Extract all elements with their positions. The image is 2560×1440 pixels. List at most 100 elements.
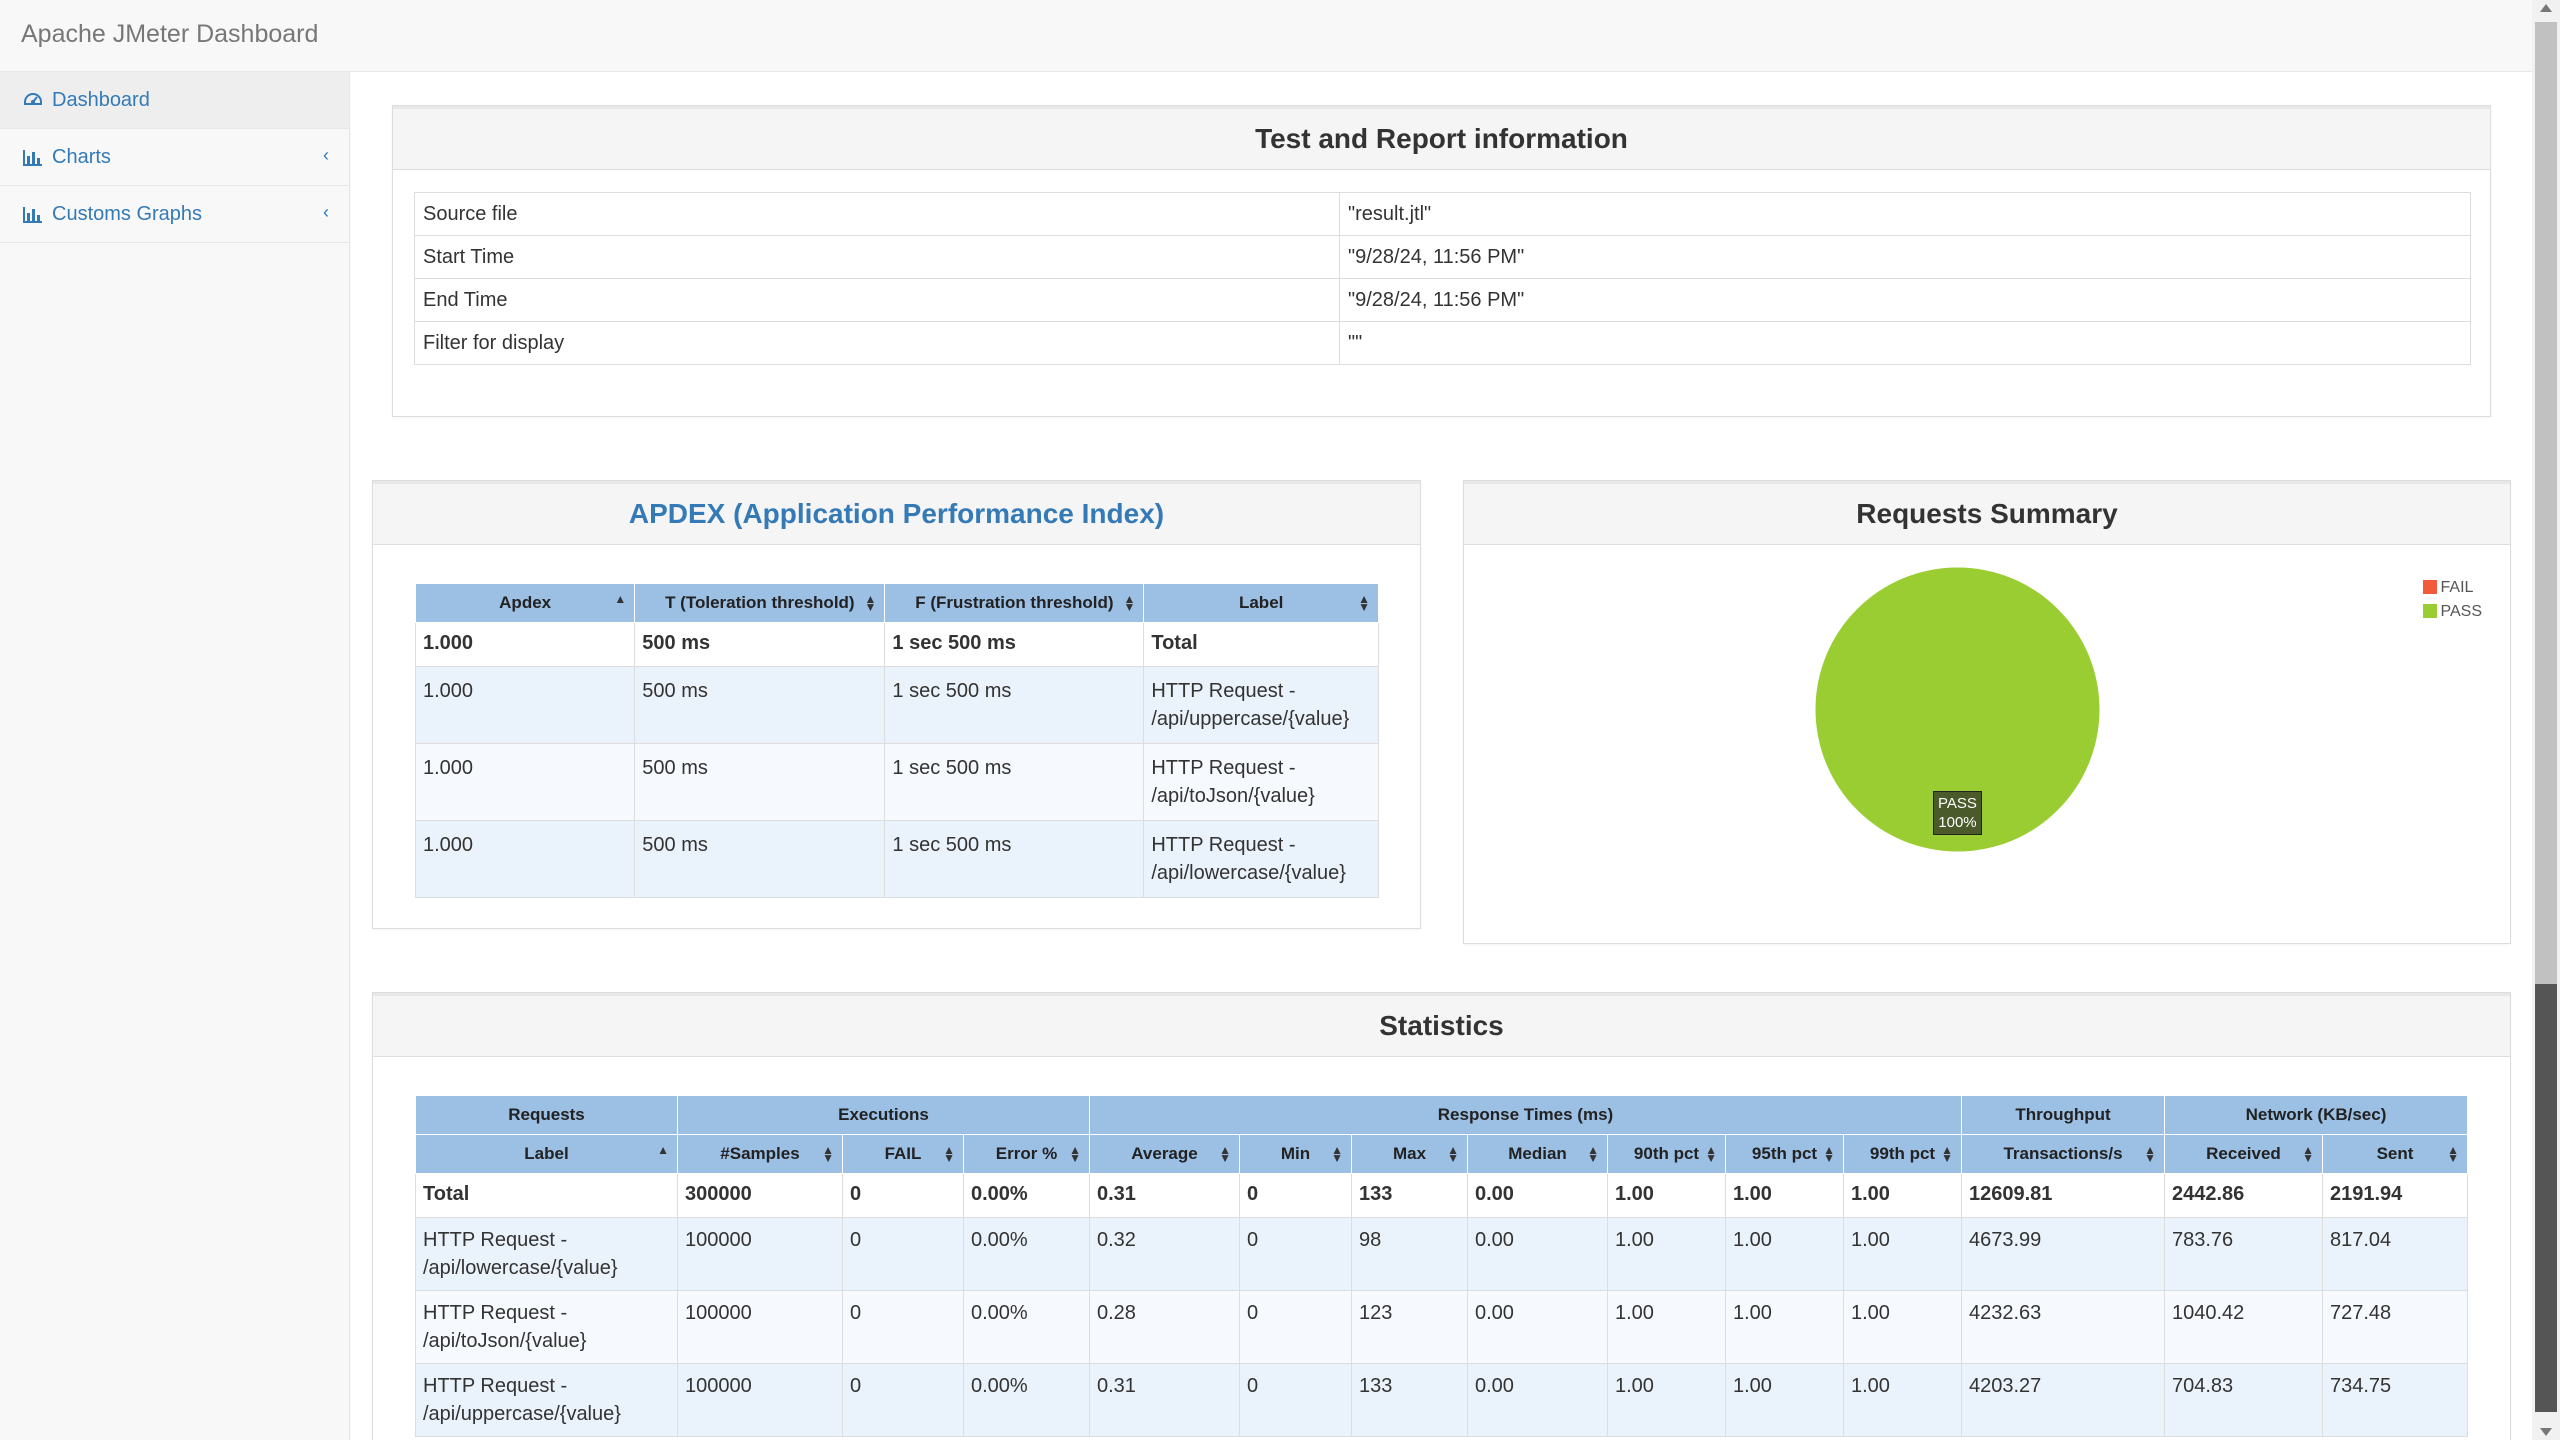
legend-swatch-fail (2422, 580, 2437, 594)
info-value: "9/28/24, 11:56 PM" (1339, 278, 2471, 322)
sort-icon: ▲ ▼ (2144, 1143, 2156, 1165)
apdex-header-f[interactable]: F (Frustration threshold) ▲ ▼ (884, 583, 1145, 623)
sort-asc-icon: ▲ (657, 1143, 669, 1157)
stats-header-sent[interactable]: Sent ▲ ▼ (2322, 1134, 2468, 1174)
stats-header-min[interactable]: Min ▲ ▼ (1239, 1134, 1352, 1174)
apdex-header-label[interactable]: Label ▲ ▼ (1143, 583, 1379, 623)
sort-icon: ▲ ▼ (943, 1143, 955, 1165)
stats-row: HTTP Request - /api/lowercase/{value} 100… (415, 1217, 2468, 1291)
sort-icon: ▲ ▼ (1823, 1143, 1835, 1165)
bar-chart-icon (22, 147, 44, 167)
pie-legend: FAIL PASS (2422, 576, 2483, 624)
apdex-table: Apdex ▲ T (Toleration threshold) ▲ ▼ F (Fru… (414, 583, 1379, 898)
apdex-cell: 500 ms (634, 743, 886, 821)
info-value: "9/28/24, 11:56 PM" (1339, 235, 2471, 279)
stats-cell: 0 (1239, 1173, 1352, 1218)
pie-slice-pass[interactable] (1815, 567, 2100, 852)
stats-header-95th-pct[interactable]: 95th pct ▲ ▼ (1725, 1134, 1844, 1174)
apdex-cell: HTTP Request - /api/toJson/{value} (1143, 743, 1379, 821)
apdex-row: 1.000 500 ms 1 sec 500 ms HTTP Request - /a… (414, 743, 1379, 821)
legend-item-pass[interactable]: PASS (2422, 600, 2482, 624)
stats-cell: 817.04 (2322, 1217, 2468, 1291)
stats-cell: 2191.94 (2322, 1173, 2468, 1218)
stats-header-90th-pct[interactable]: 90th pct ▲ ▼ (1607, 1134, 1726, 1174)
statistics-table: Requests Executions Response Times (ms) … (415, 1095, 2468, 1437)
stats-header-label[interactable]: Label ▲ (415, 1134, 678, 1174)
stats-header-average[interactable]: Average ▲ ▼ (1089, 1134, 1240, 1174)
info-row: Filter for display "" (414, 321, 2471, 365)
stats-cell: 704.83 (2164, 1363, 2323, 1437)
sidebar-item-label: Charts (52, 145, 111, 168)
apdex-cell: 500 ms (634, 820, 886, 898)
stats-header-received[interactable]: Received ▲ ▼ (2164, 1134, 2323, 1174)
stats-cell: 0.00% (963, 1363, 1090, 1437)
group-header-executions: Executions (677, 1095, 1090, 1135)
group-header-requests: Requests (415, 1095, 678, 1135)
stats-cell: 133 (1351, 1363, 1468, 1437)
sort-icon: ▲ ▼ (1587, 1143, 1599, 1165)
stats-cell: 0 (1239, 1290, 1352, 1364)
sort-icon: ▲ ▼ (1331, 1143, 1343, 1165)
stats-cell: 1.00 (1607, 1217, 1726, 1291)
stats-cell: HTTP Request - /api/uppercase/{value} (415, 1363, 678, 1437)
pie-chart: PASS 100% (1815, 567, 2100, 852)
scroll-down-icon[interactable] (2540, 1428, 2552, 1436)
main-content: Test and Report information Source file … (351, 72, 2532, 1440)
apdex-cell: 1.000 (414, 666, 636, 744)
brand-link[interactable]: Apache JMeter Dashboard (21, 20, 319, 48)
scrollbar-thumb[interactable] (2535, 984, 2557, 1412)
stats-header--samples[interactable]: #Samples ▲ ▼ (677, 1134, 843, 1174)
sort-asc-icon: ▲ (614, 592, 627, 606)
info-key: Source file (414, 192, 1340, 236)
stats-header-error-[interactable]: Error % ▲ ▼ (963, 1134, 1090, 1174)
page-scrollbar[interactable] (2532, 0, 2560, 1440)
stats-cell: 1040.42 (2164, 1290, 2323, 1364)
apdex-cell: 500 ms (634, 622, 886, 667)
top-navbar: Apache JMeter Dashboard (0, 0, 2532, 72)
sort-icon: ▲ ▼ (2302, 1143, 2314, 1165)
apdex-row: 1.000 500 ms 1 sec 500 ms HTTP Request - /a… (414, 820, 1379, 898)
stats-cell: 133 (1351, 1173, 1468, 1218)
scroll-up-icon[interactable] (2540, 4, 2552, 12)
apdex-panel: APDEX (Application Performance Index) Ap… (372, 480, 1421, 929)
stats-cell: 0.32 (1089, 1217, 1240, 1291)
legend-item-fail[interactable]: FAIL (2422, 576, 2483, 600)
stats-cell: 123 (1351, 1290, 1468, 1364)
stats-cell: 12609.81 (1961, 1173, 2165, 1218)
apdex-cell: 500 ms (634, 666, 886, 744)
stats-cell: 300000 (677, 1173, 843, 1218)
info-row: Start Time "9/28/24, 11:56 PM" (414, 235, 2471, 279)
stats-cell: 1.00 (1843, 1363, 1962, 1437)
dashboard-icon (22, 90, 44, 110)
sidebar-item-customs-graphs[interactable]: Customs Graphs ‹ (0, 186, 349, 243)
info-table: Source file "result.jtl" Start Time "9/2… (414, 192, 2471, 365)
sidebar-item-dashboard[interactable]: Dashboard (0, 72, 349, 129)
stats-header-99th-pct[interactable]: 99th pct ▲ ▼ (1843, 1134, 1962, 1174)
stats-cell: 4203.27 (1961, 1363, 2165, 1437)
sidebar: Dashboard Charts ‹ Customs Graphs ‹ (0, 72, 350, 1440)
sort-icon: ▲ ▼ (1219, 1143, 1231, 1165)
sort-icon: ▲ ▼ (1941, 1143, 1953, 1165)
sort-icon: ▲ ▼ (1447, 1143, 1459, 1165)
stats-cell: 0 (842, 1363, 964, 1437)
apdex-panel-title[interactable]: APDEX (Application Performance Index) (373, 481, 1420, 545)
stats-cell: 0.00% (963, 1290, 1090, 1364)
apdex-cell: HTTP Request - /api/lowercase/{value} (1143, 820, 1379, 898)
apdex-header-t[interactable]: T (Toleration threshold) ▲ ▼ (634, 583, 886, 623)
stats-header-median[interactable]: Median ▲ ▼ (1467, 1134, 1608, 1174)
stats-cell: 0.28 (1089, 1290, 1240, 1364)
stats-cell: 0.31 (1089, 1363, 1240, 1437)
stats-row: HTTP Request - /api/toJson/{value} 100000… (415, 1290, 2468, 1364)
sort-icon: ▲ ▼ (1705, 1143, 1717, 1165)
stats-header-max[interactable]: Max ▲ ▼ (1351, 1134, 1468, 1174)
stats-cell: 0.00 (1467, 1363, 1608, 1437)
apdex-header-apdex[interactable]: Apdex ▲ (414, 583, 636, 623)
sort-icon: ▲ ▼ (822, 1143, 834, 1165)
stats-header-transactions-s[interactable]: Transactions/s ▲ ▼ (1961, 1134, 2165, 1174)
stats-cell: 0.00% (963, 1173, 1090, 1218)
info-row: End Time "9/28/24, 11:56 PM" (414, 278, 2471, 322)
stats-header-fail[interactable]: FAIL ▲ ▼ (842, 1134, 964, 1174)
stats-cell: 0.00 (1467, 1173, 1608, 1218)
sidebar-item-charts[interactable]: Charts ‹ (0, 129, 349, 186)
stats-cell: 734.75 (2322, 1363, 2468, 1437)
